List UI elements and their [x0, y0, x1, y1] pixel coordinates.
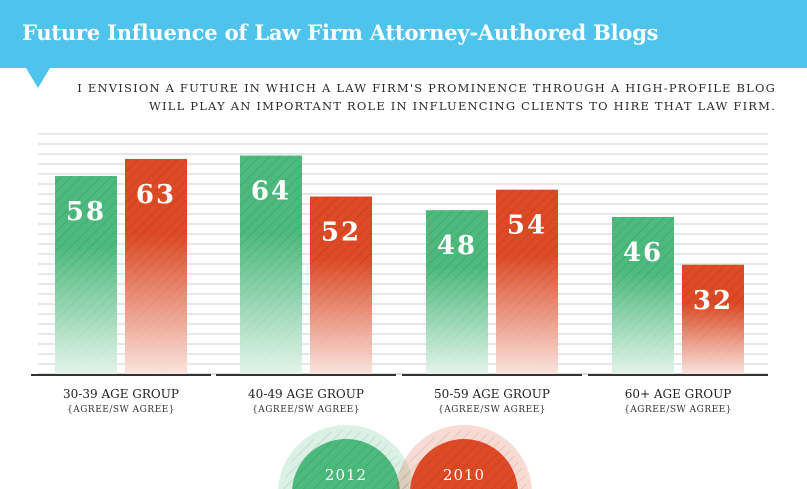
- category-sublabel: {AGREE/SW AGREE}: [67, 405, 175, 415]
- bars: 58 63 64 52 48 54 46 32: [55, 155, 744, 374]
- legend-swatch-hatch: [410, 439, 518, 489]
- title-banner: Future Influence of Law Firm Attorney-Au…: [0, 0, 807, 68]
- category-label: 30-39 AGE GROUP: [63, 387, 179, 401]
- subtitle-line-1: I ENVISION A FUTURE IN WHICH A LAW FIRM'…: [77, 81, 776, 95]
- data-label: 54: [507, 211, 547, 241]
- bar-fade: [426, 210, 488, 374]
- category-axis: 30-39 AGE GROUP {AGREE/SW AGREE} 40-49 AGE…: [31, 374, 768, 415]
- bar-fade: [682, 264, 744, 374]
- banner-pointer: [26, 68, 50, 88]
- category-sublabel: {AGREE/SW AGREE}: [438, 405, 546, 415]
- bar-fade: [612, 216, 674, 374]
- bar-fade: [240, 155, 302, 374]
- legend-swatch-hatch: [292, 439, 400, 489]
- chart-subtitle: I ENVISION A FUTURE IN WHICH A LAW FIRM'…: [0, 79, 776, 115]
- category-label: 50-59 AGE GROUP: [434, 387, 550, 401]
- category-label: 40-49 AGE GROUP: [248, 387, 364, 401]
- legend: 2012 2010: [278, 425, 532, 489]
- data-label: 64: [251, 177, 291, 207]
- legend-item-2010: 2010: [396, 425, 532, 489]
- category-label: 60+ AGE GROUP: [625, 387, 732, 401]
- data-label: 46: [623, 238, 663, 268]
- bar-fade: [125, 158, 187, 374]
- data-label: 52: [321, 218, 361, 248]
- bar-fade: [310, 196, 372, 374]
- bar-fade: [55, 176, 117, 374]
- category-sublabel: {AGREE/SW AGREE}: [252, 405, 360, 415]
- data-label: 58: [66, 197, 106, 227]
- legend-label: 2012: [325, 466, 367, 484]
- category-sublabel: {AGREE/SW AGREE}: [624, 405, 732, 415]
- bar-fade: [496, 189, 558, 374]
- chart-title: Future Influence of Law Firm Attorney-Au…: [22, 20, 659, 45]
- legend-label: 2010: [443, 466, 485, 484]
- data-label: 48: [437, 231, 477, 261]
- legend-item-2012: 2012: [278, 425, 414, 489]
- data-label: 32: [693, 286, 733, 316]
- data-label: 63: [136, 180, 176, 210]
- subtitle-line-2: WILL PLAY AN IMPORTANT ROLE IN INFLUENCI…: [148, 99, 776, 113]
